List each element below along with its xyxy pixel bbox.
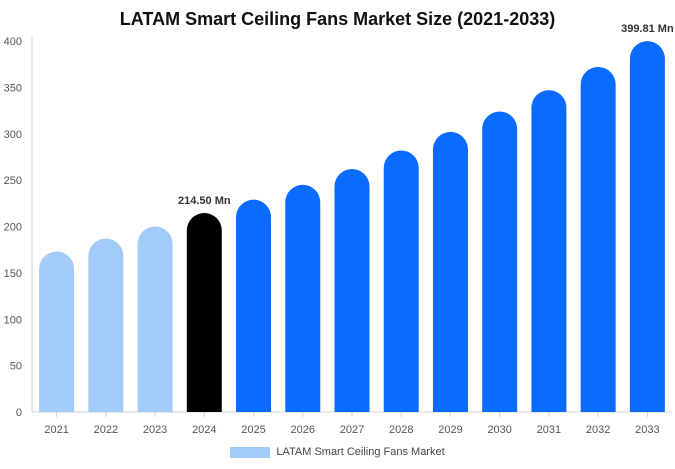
bar-2026 [285, 184, 321, 412]
y-tick-label: 300 [4, 129, 22, 141]
bar-2025 [236, 199, 272, 412]
bar-2021 [39, 251, 75, 412]
y-tick-label: 50 [10, 361, 22, 373]
y-axis: 0 50 100 150 200 250 300 350 400 [4, 36, 33, 419]
y-tick-label: 0 [16, 407, 22, 419]
data-label-2024: 214.50 Mn [178, 195, 231, 207]
chart-title: LATAM Smart Ceiling Fans Market Size (20… [119, 9, 556, 29]
bar-2027 [334, 168, 370, 412]
x-tick-label: 2033 [635, 424, 659, 436]
y-tick-label: 100 [4, 314, 22, 326]
x-tick-label: 2032 [586, 424, 610, 436]
legend: LATAM Smart Ceiling Fans Market [0, 446, 675, 458]
x-tick-label: 2028 [389, 424, 413, 436]
y-tick-label: 250 [4, 175, 22, 187]
data-labels: 214.50 Mn 399.81 Mn [178, 23, 674, 207]
x-tick-label: 2024 [192, 424, 216, 436]
y-tick-label: 200 [4, 222, 22, 234]
x-tick-label: 2026 [291, 424, 315, 436]
y-tick-label: 150 [4, 268, 22, 280]
bar-2032 [580, 66, 616, 412]
x-tick-label: 2023 [143, 424, 167, 436]
y-tick-label: 350 [4, 82, 22, 94]
bar-2028 [383, 150, 419, 413]
x-tick-label: 2021 [44, 424, 68, 436]
bar-2033 [629, 41, 665, 412]
x-tick-label: 2031 [537, 424, 561, 436]
data-label-2033: 399.81 Mn [621, 23, 674, 35]
x-tick-label: 2025 [241, 424, 265, 436]
legend-swatch [230, 446, 271, 458]
y-tick-label: 400 [4, 36, 22, 48]
bar-2030 [482, 111, 518, 412]
x-tick-label: 2022 [94, 424, 118, 436]
x-tick-label: 2027 [340, 424, 364, 436]
bar-2031 [531, 90, 567, 412]
bar-2022 [88, 238, 124, 412]
x-axis: 2021 2022 2023 2024 2025 2026 2027 2028 2029 2030… [32, 411, 672, 436]
legend-label: LATAM Smart Ceiling Fans Market [276, 446, 445, 459]
bar-2024 [186, 213, 222, 412]
x-tick-label: 2029 [438, 424, 462, 436]
bar-2029 [432, 131, 468, 412]
bars [39, 41, 665, 413]
bar-2023 [137, 226, 173, 412]
x-tick-label: 2030 [487, 424, 511, 436]
